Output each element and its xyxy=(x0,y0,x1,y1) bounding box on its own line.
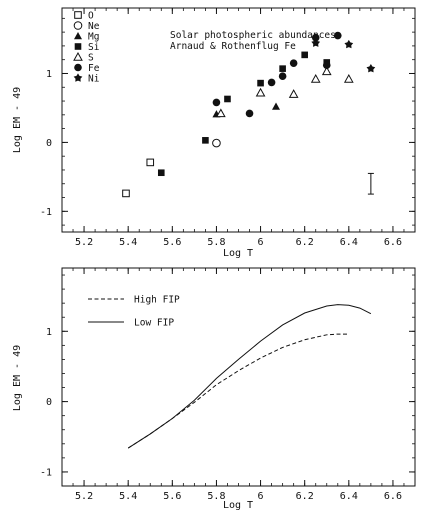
top-x-tick-label: 6 xyxy=(258,237,264,248)
point-s xyxy=(321,66,332,76)
point-ne xyxy=(212,138,221,148)
top-annotation-line-1: Solar photospheric abundances xyxy=(170,30,336,41)
top-x-tick-label: 6.4 xyxy=(340,237,358,248)
bottom-x-axis-label: Log T xyxy=(223,500,253,511)
point-ni xyxy=(311,38,321,47)
legend-marker-s xyxy=(73,51,83,61)
top-x-tick-label: 5.2 xyxy=(75,237,93,248)
point-fe xyxy=(212,98,221,107)
top-y-tick-label: 1 xyxy=(46,69,52,80)
point-si xyxy=(157,169,165,177)
point-fe xyxy=(311,33,320,42)
top-scatter-chart: 5.2 5.4 5.6 5.8 6 6.2 6.4 6.6-101 ONeMgSiSFeNi … xyxy=(12,7,416,259)
top-x-tick-label: 5.8 xyxy=(207,237,225,248)
bottom-series-lines xyxy=(127,304,372,449)
top-y-tick-label: -1 xyxy=(40,207,52,218)
bottom-axis-ticks: 5.2 5.4 5.6 5.8 6 6.2 6.4 6.6 -1 0 1 xyxy=(40,268,416,502)
bottom-line-chart: 5.2 5.4 5.6 5.8 6 6.2 6.4 6.6 -1 0 1 High FIP Low F… xyxy=(12,267,416,511)
top-x-axis-label: Log T xyxy=(223,248,253,259)
bottom-y-axis-label: Log EM - 49 xyxy=(12,345,23,411)
point-fe xyxy=(267,78,276,87)
top-x-tick-label: 6.2 xyxy=(296,237,314,248)
bottom-y-tick-label: 0 xyxy=(46,397,52,408)
point-o xyxy=(146,158,155,167)
legend-label-fe: Fe xyxy=(88,63,100,74)
legend-marker-o xyxy=(74,11,82,19)
legend-label-high-fip: High FIP xyxy=(134,295,180,306)
legend-label-ni: Ni xyxy=(88,74,100,85)
legend-label-mg: Mg xyxy=(88,32,99,43)
top-y-axis-label: Log EM - 49 xyxy=(12,87,23,153)
bottom-x-tick-label: 5.4 xyxy=(119,491,137,502)
legend-marker-si xyxy=(74,43,82,50)
bottom-y-tick-label: 1 xyxy=(46,327,52,338)
bottom-x-tick-label: 6.6 xyxy=(384,491,402,502)
legend-marker-ne xyxy=(73,21,83,30)
point-s xyxy=(216,108,226,118)
point-s xyxy=(343,73,354,83)
point-si xyxy=(279,65,286,72)
point-ni xyxy=(366,64,376,73)
legend-label-low-fip: Low FIP xyxy=(134,318,174,329)
bottom-plot-frame xyxy=(61,267,416,487)
point-ni xyxy=(344,39,354,49)
point-s xyxy=(288,89,299,98)
point-s xyxy=(255,87,266,97)
legend-label-si: Si xyxy=(88,42,100,53)
series-line-low-fip xyxy=(127,304,372,449)
bottom-x-tick-label: 6 xyxy=(258,491,264,502)
top-x-tick-label: 6.6 xyxy=(384,237,402,248)
point-fe xyxy=(333,31,342,40)
point-fe xyxy=(322,61,331,70)
bottom-x-tick-label: 6.2 xyxy=(296,491,314,502)
point-si xyxy=(257,79,264,87)
bottom-y-tick-label: -1 xyxy=(40,467,52,478)
point-fe xyxy=(289,59,298,67)
bottom-x-tick-label: 5.8 xyxy=(207,491,225,502)
bottom-x-tick-label: 5.6 xyxy=(163,491,181,502)
point-mg xyxy=(272,102,281,110)
top-data-points xyxy=(122,31,376,198)
legend-label-s: S xyxy=(88,53,94,64)
point-si xyxy=(224,95,231,103)
legend-label-ne: Ne xyxy=(88,21,100,32)
point-si xyxy=(301,51,308,59)
point-s xyxy=(310,73,321,83)
point-si xyxy=(202,137,209,144)
bottom-x-tick-label: 6.4 xyxy=(340,491,358,502)
series-line-high-fip xyxy=(127,333,349,449)
bottom-legend: High FIP Low FIP xyxy=(88,295,180,329)
point-o xyxy=(122,189,130,198)
point-fe xyxy=(245,109,254,118)
top-y-tick-label: 0 xyxy=(46,138,52,149)
top-annotation-line-2: Arnaud & Rothenflug Fe xyxy=(170,41,296,52)
top-x-tick-label: 5.6 xyxy=(163,237,181,248)
top-axis-ticks: 5.2 5.4 5.6 5.8 6 6.2 6.4 6.6 -1 0 1 xyxy=(40,8,416,248)
top-x-tick-label: 5.4 xyxy=(119,237,137,248)
legend-marker-fe xyxy=(74,63,82,72)
point-fe xyxy=(278,72,287,81)
legend-marker-ni xyxy=(73,73,83,82)
legend-marker-mg xyxy=(74,32,82,40)
legend-label-o: O xyxy=(88,11,94,22)
bottom-x-tick-label: 5.2 xyxy=(75,491,93,502)
